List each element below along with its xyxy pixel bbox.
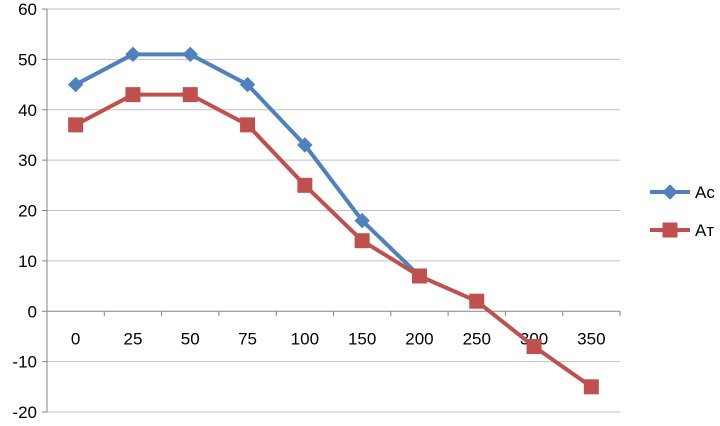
y-tick-label: 40 xyxy=(18,101,37,120)
y-tick-label: 10 xyxy=(18,252,37,271)
y-tick-label: 0 xyxy=(28,302,37,321)
data-point xyxy=(68,117,84,133)
data-point xyxy=(297,137,313,153)
y-tick-label: 60 xyxy=(18,0,37,19)
x-tick-label: 0 xyxy=(71,329,80,348)
legend-marker xyxy=(662,222,678,238)
data-point xyxy=(240,117,256,133)
y-tick-label: 30 xyxy=(18,151,37,170)
y-tick-label: 20 xyxy=(18,202,37,221)
legend-item: Aт xyxy=(650,221,714,240)
x-tick-label: 50 xyxy=(181,329,200,348)
data-point xyxy=(411,268,427,284)
data-point xyxy=(583,379,599,395)
y-tick-label: -20 xyxy=(12,403,37,421)
y-tick-label: -10 xyxy=(12,353,37,372)
data-point xyxy=(297,177,313,193)
data-point xyxy=(182,46,198,63)
x-tick-label: 250 xyxy=(463,329,491,348)
data-point xyxy=(182,87,198,103)
series-at xyxy=(68,87,599,395)
data-point xyxy=(239,76,256,93)
series xyxy=(67,46,599,395)
x-tick-label: 150 xyxy=(348,329,376,348)
data-point xyxy=(125,46,141,63)
x-tick-label: 25 xyxy=(123,329,142,348)
y-tick-label: 50 xyxy=(18,50,37,69)
gridlines xyxy=(47,8,620,413)
data-point xyxy=(526,339,542,355)
data-point xyxy=(469,293,485,309)
series-line xyxy=(74,92,593,389)
data-point xyxy=(354,233,370,249)
data-point xyxy=(125,87,141,103)
x-tick-label: 100 xyxy=(291,329,319,348)
x-tick-label: 200 xyxy=(405,329,433,348)
series-ac xyxy=(67,46,428,284)
legend-item: Ac xyxy=(650,183,715,202)
x-tick-label: 75 xyxy=(238,329,257,348)
x-tick-labels: 0 25 50 75 100 150 200 250 300 350 xyxy=(71,329,606,348)
legend-label: Ac xyxy=(695,183,715,202)
x-tick-label: 350 xyxy=(577,329,605,348)
legend-marker xyxy=(662,184,678,200)
legend-label: Aт xyxy=(695,221,714,240)
y-tick-labels: -20 -10 0 10 20 30 40 50 60 xyxy=(12,0,37,422)
data-point xyxy=(354,212,370,229)
legend: Ac Aт xyxy=(650,183,715,240)
data-point xyxy=(67,76,84,93)
axes xyxy=(42,8,621,413)
